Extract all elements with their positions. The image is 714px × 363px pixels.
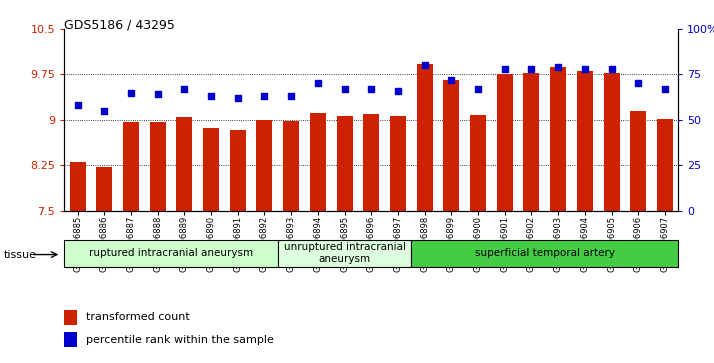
Point (152, 91, 164, 97)
Bar (577, 72, 593, 211)
Point (526, 66, 537, 72)
Point (633, 81, 644, 86)
Bar (310, 113, 326, 211)
Point (312, 81, 323, 86)
Bar (283, 121, 299, 211)
Point (419, 62, 431, 68)
Point (232, 95, 243, 101)
Bar (411, 240, 678, 267)
Bar (657, 119, 673, 211)
Point (446, 77, 457, 83)
Point (125, 90, 136, 95)
Bar (64, 240, 278, 267)
Bar (523, 73, 540, 211)
Point (366, 86, 377, 92)
Bar (69, 162, 86, 211)
Point (99, 108, 110, 114)
Bar (497, 74, 513, 211)
Point (659, 86, 670, 92)
Bar (278, 240, 411, 267)
Bar (363, 114, 379, 211)
Point (72, 102, 84, 108)
Point (606, 66, 618, 72)
Bar (64, 332, 76, 347)
Point (286, 93, 297, 99)
Text: percentile rank within the sample: percentile rank within the sample (86, 335, 273, 345)
Point (258, 93, 270, 99)
Point (579, 66, 590, 72)
Bar (64, 310, 76, 325)
Point (499, 66, 511, 72)
Point (553, 64, 564, 70)
Bar (470, 115, 486, 211)
Bar (630, 111, 646, 211)
Bar (256, 120, 273, 211)
Bar (550, 67, 566, 211)
Point (473, 86, 484, 92)
Text: GDS5186 / 43295: GDS5186 / 43295 (64, 18, 175, 31)
Bar (443, 81, 459, 211)
Bar (96, 167, 112, 211)
Bar (230, 130, 246, 211)
Bar (336, 115, 353, 211)
Bar (417, 64, 433, 211)
Text: superficial temporal artery: superficial temporal artery (475, 248, 615, 258)
Text: ruptured intracranial aneurysm: ruptured intracranial aneurysm (89, 248, 253, 258)
Point (339, 86, 351, 92)
Text: tissue: tissue (4, 250, 36, 260)
Bar (176, 117, 192, 211)
Point (392, 88, 403, 94)
Bar (123, 122, 139, 211)
Bar (150, 122, 166, 211)
Bar (603, 73, 620, 211)
Text: transformed count: transformed count (86, 312, 189, 322)
Bar (203, 128, 219, 211)
Text: unruptured intracranial
aneurysm: unruptured intracranial aneurysm (283, 242, 406, 264)
Point (178, 86, 190, 92)
Point (206, 93, 217, 99)
Bar (390, 115, 406, 211)
